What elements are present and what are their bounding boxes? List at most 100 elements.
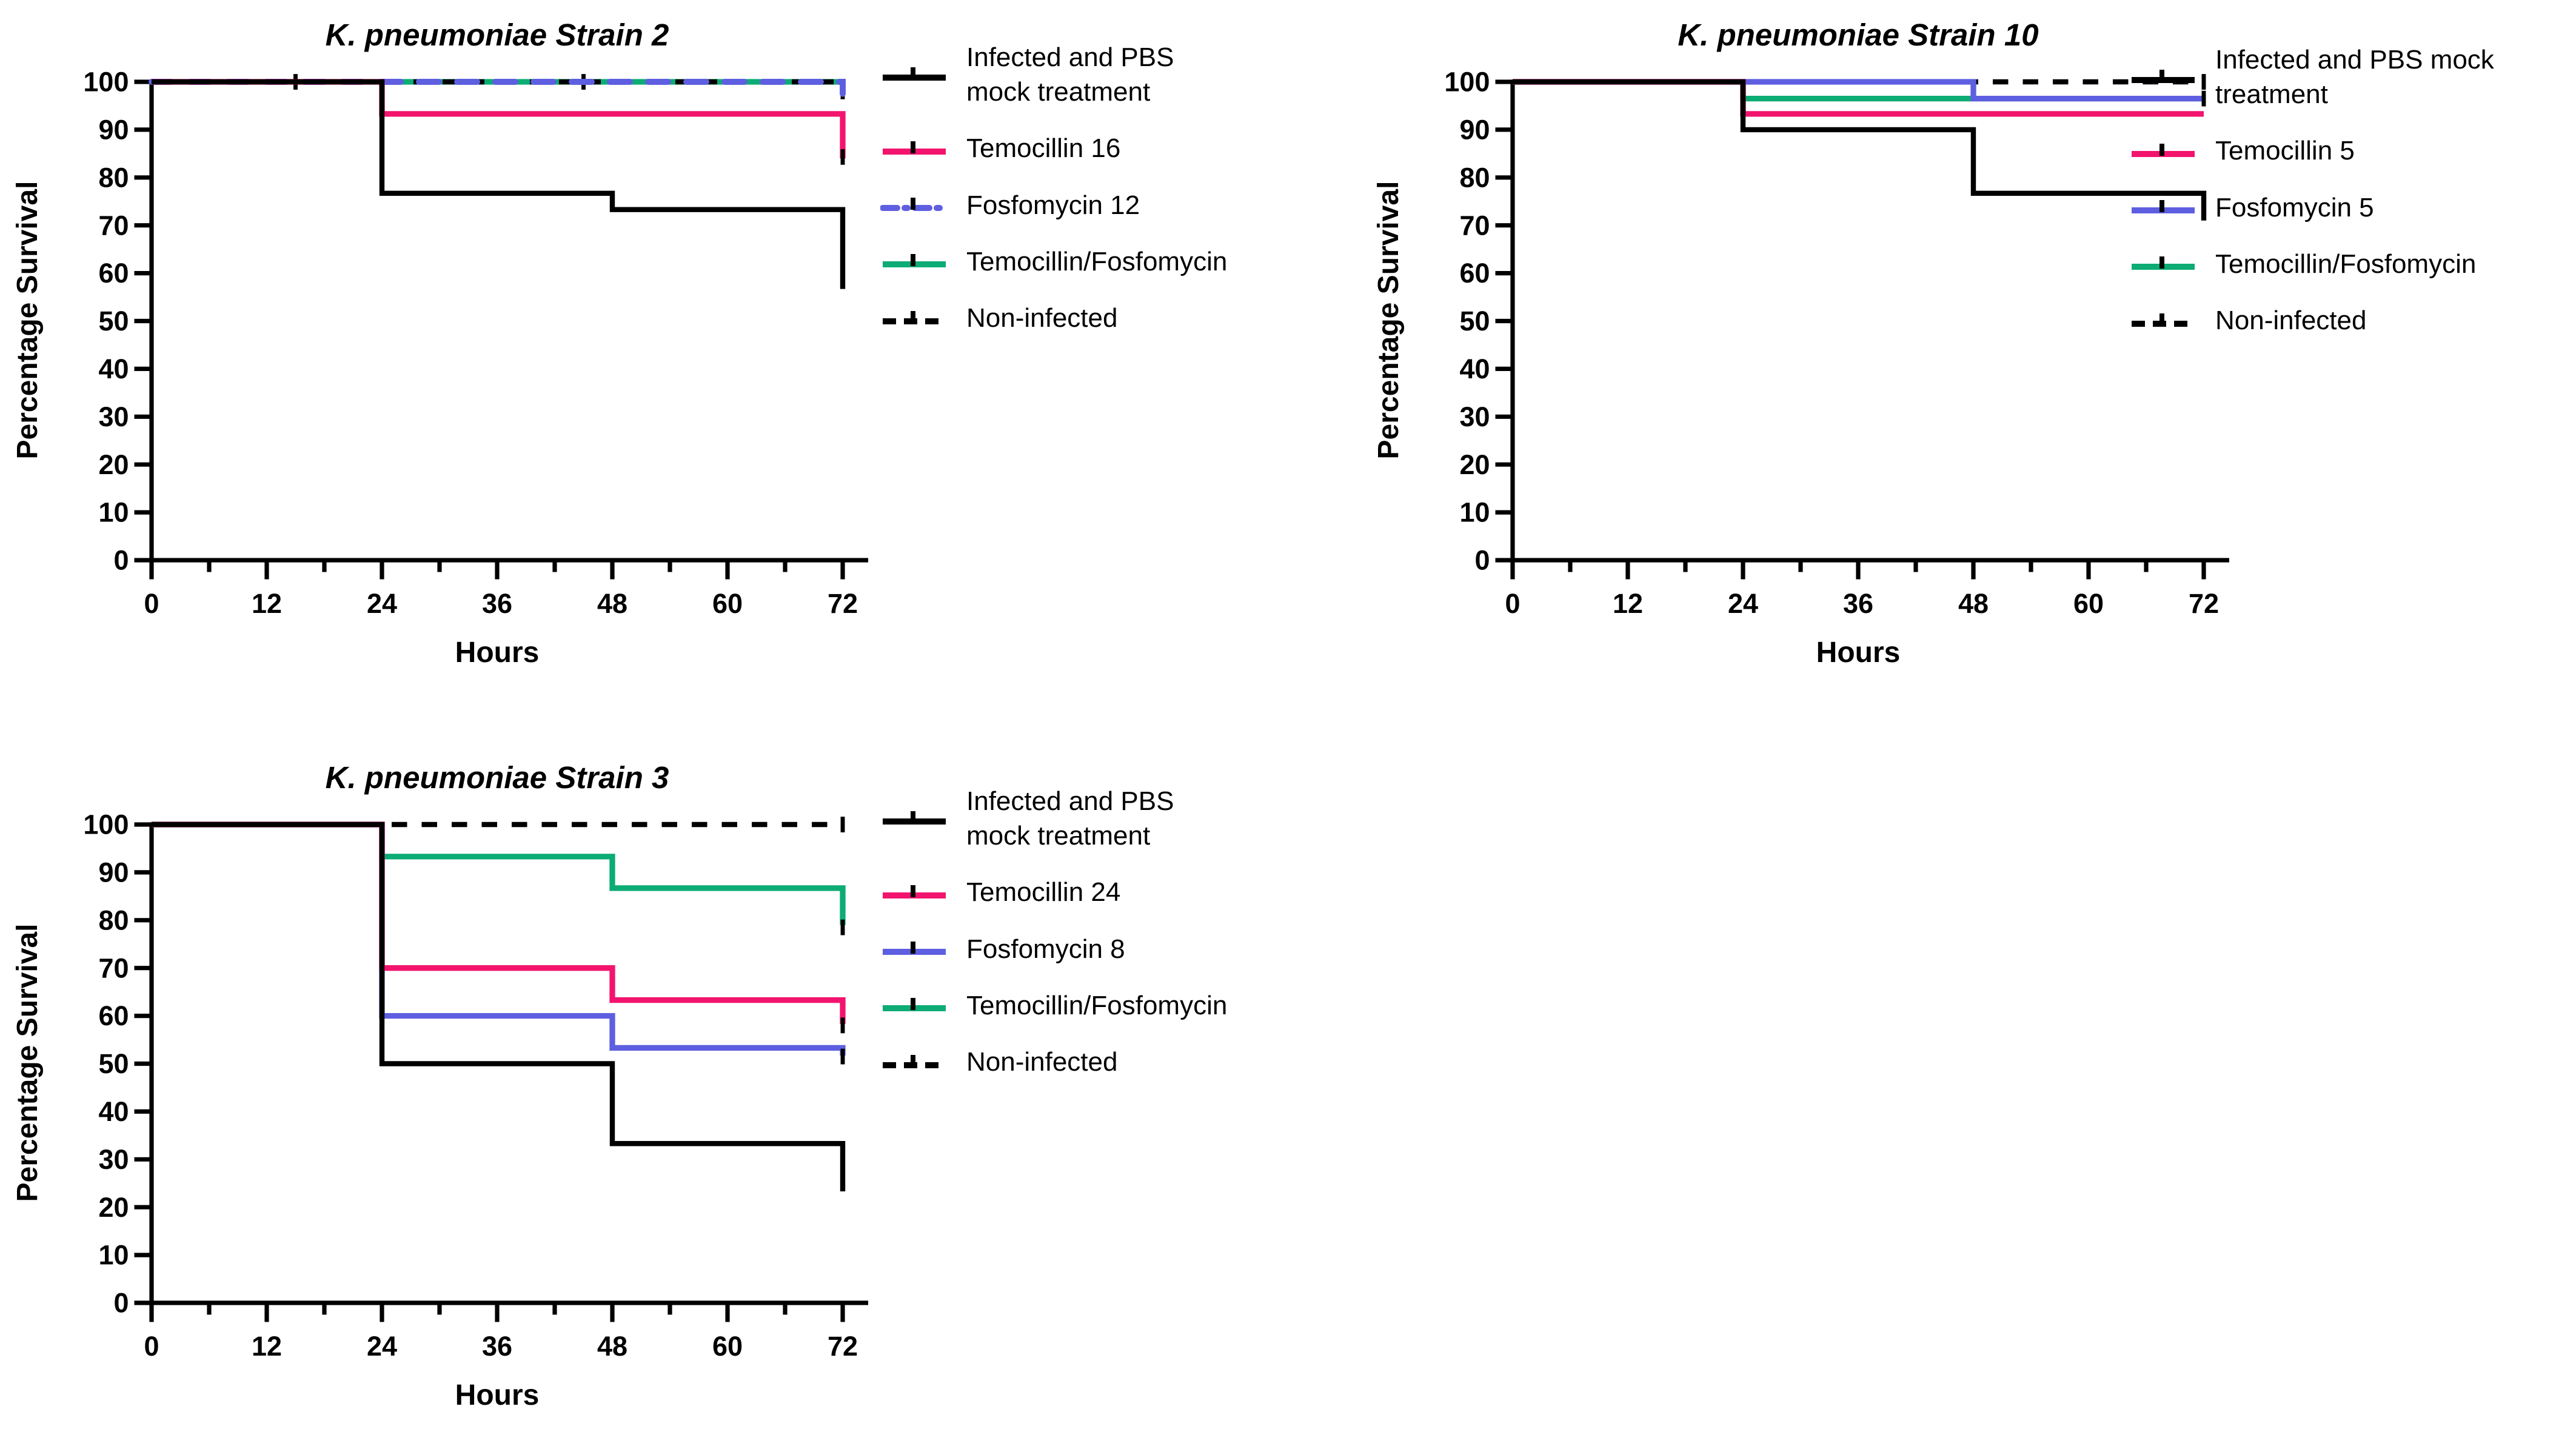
legend-entry-infected-pbs: Infected and PBS mock treatment — [2129, 42, 2494, 112]
y-axis-title: Percentage Survival — [12, 924, 44, 1202]
censor-tick-glyph — [911, 885, 915, 897]
legend-entry-infected-pbs: Infected and PBS mock treatment — [880, 40, 1227, 109]
censor-tick-glyph — [911, 998, 915, 1011]
legend-label: Infected and PBS mock treatment — [2215, 45, 2494, 110]
series-temocillin-16 — [152, 79, 846, 159]
censor-tick-glyph — [2159, 143, 2164, 156]
y-tick-label: 100 — [83, 67, 129, 98]
legend-entry-non-infected: Non-infected — [880, 1045, 1227, 1079]
survival-figure: { "figure": { "background": "#ffffff", "… — [12, 18, 2494, 1411]
x-tick-label: 12 — [1613, 588, 1643, 619]
y-tick-label: 40 — [1459, 353, 1490, 384]
x-tick-label: 24 — [1728, 588, 1758, 619]
censor-tick-glyph — [911, 310, 915, 323]
x-tick-label: 24 — [367, 588, 397, 619]
legend-label: Infected and PBS mock treatment — [966, 786, 1174, 851]
censor-tick-glyph — [911, 141, 915, 153]
censor-tick-glyph — [2159, 70, 2164, 82]
x-axis-title: Hours — [455, 1379, 540, 1411]
legend-entry-non-infected: Non-infected — [2129, 303, 2494, 338]
legend-entry-temocillin-5: Temocillin 5 — [2129, 133, 2494, 168]
censor-tick-glyph — [911, 1054, 915, 1067]
legend-label: Temocillin/Fosfomycin — [2215, 249, 2477, 279]
infected-pbs-line-icon — [883, 67, 946, 81]
y-tick-label: 50 — [98, 306, 129, 336]
legend-label: Fosfomycin 5 — [2215, 192, 2374, 222]
x-tick-label: 24 — [367, 1331, 397, 1362]
legend-strain-10: Infected and PBS mock treatment Temocilli… — [2129, 42, 2494, 338]
legend-entry-temocillin-24: Temocillin 24 — [880, 875, 1227, 909]
y-tick-label: 30 — [1459, 401, 1490, 432]
censor-tick-glyph — [911, 811, 915, 824]
legend-entry-temocillin-fosfomycin: Temocillin/Fosfomycin — [880, 988, 1227, 1023]
legend-label: Fosfomycin 12 — [966, 190, 1140, 220]
temocillin-16-line-icon — [883, 141, 946, 155]
infected-pbs-line-icon — [883, 811, 946, 825]
fosfomycin-8-line-icon — [883, 942, 946, 955]
y-tick-label: 60 — [98, 258, 129, 289]
y-tick-label: 80 — [98, 905, 129, 935]
censor-tick-glyph — [911, 198, 915, 210]
fosfomycin-12-line-icon — [880, 198, 948, 212]
censor-tick-glyph — [911, 67, 915, 80]
legend-entry-fosfomycin-5: Fosfomycin 5 — [2129, 190, 2494, 225]
x-tick-label: 48 — [597, 588, 627, 619]
y-tick-label: 20 — [1459, 449, 1490, 480]
legend-entry-fosfomycin-12: Fosfomycin 12 — [880, 188, 1227, 222]
y-tick-label: 10 — [1459, 497, 1490, 528]
legend-label: Temocillin 24 — [966, 877, 1121, 908]
chart-title: K. pneumoniae Strain 3 — [326, 760, 669, 795]
temocillin-fosfomycin-line-icon — [883, 254, 946, 268]
censor-tick-glyph — [2159, 313, 2164, 326]
legend-label: Temocillin 16 — [966, 133, 1121, 164]
legend-label: Temocillin/Fosfomycin — [966, 246, 1228, 276]
series-infected-pbs — [152, 79, 846, 289]
y-tick-label: 60 — [98, 1000, 129, 1031]
legend-entry-temocillin-16: Temocillin 16 — [880, 131, 1227, 166]
non-infected-line-icon — [2132, 313, 2195, 327]
x-axis-title: Hours — [455, 637, 540, 669]
x-tick-label: 72 — [2189, 588, 2219, 619]
x-tick-label: 36 — [1843, 588, 1873, 619]
y-tick-label: 100 — [1444, 67, 1490, 98]
y-tick-label: 90 — [98, 857, 129, 888]
censor-tick-glyph — [911, 942, 915, 954]
x-tick-label: 36 — [482, 1331, 512, 1362]
x-tick-label: 12 — [252, 1331, 282, 1362]
y-tick-label: 90 — [98, 115, 129, 146]
temocillin-24-line-icon — [883, 885, 946, 898]
x-axis-title: Hours — [1816, 637, 1901, 669]
y-tick-label: 80 — [1459, 162, 1490, 193]
y-tick-label: 10 — [98, 1240, 129, 1271]
series-infected-pbs — [152, 821, 846, 1192]
fosfomycin-5-line-icon — [2132, 200, 2195, 214]
x-tick-label: 60 — [2073, 588, 2104, 619]
censor-tick-glyph — [2159, 256, 2164, 269]
legend-entry-temocillin-fosfomycin: Temocillin/Fosfomycin — [880, 244, 1227, 279]
y-tick-label: 100 — [83, 809, 129, 840]
y-axis-title: Percentage Survival — [12, 181, 44, 460]
y-tick-label: 40 — [98, 1096, 129, 1127]
y-tick-label: 30 — [98, 401, 129, 432]
y-tick-label: 90 — [1459, 115, 1490, 146]
legend-label: Non-infected — [2215, 305, 2367, 335]
x-tick-label: 48 — [1958, 588, 1989, 619]
legend-entry-fosfomycin-8: Fosfomycin 8 — [880, 932, 1227, 966]
survival-chart-strain-2: K. pneumoniae Strain 2 0 10 20 30 40 50 60 70 80 9… — [12, 18, 868, 669]
legend-label: Temocillin/Fosfomycin — [966, 990, 1228, 1020]
series-temocillin-fosfomycin — [152, 821, 846, 925]
y-tick-label: 0 — [113, 545, 129, 576]
temocillin-5-line-icon — [2132, 143, 2195, 157]
censor-tick-glyph — [2159, 200, 2164, 213]
legend-strain-3: Infected and PBS mock treatment Temocilli… — [880, 784, 1227, 1079]
legend-entry-non-infected: Non-infected — [880, 301, 1227, 335]
x-tick-label: 72 — [828, 1331, 858, 1362]
y-tick-label: 80 — [98, 162, 129, 193]
chart-title: K. pneumoniae Strain 2 — [326, 18, 669, 52]
legend-label: Fosfomycin 8 — [966, 934, 1125, 964]
x-tick-label: 0 — [1505, 588, 1520, 619]
survival-chart-strain-3: K. pneumoniae Strain 3 0 10 20 30 40 50 60 70 80 9… — [12, 760, 868, 1411]
x-tick-label: 60 — [712, 588, 743, 619]
y-tick-label: 50 — [98, 1048, 129, 1079]
series-infected-pbs — [1513, 79, 2207, 221]
